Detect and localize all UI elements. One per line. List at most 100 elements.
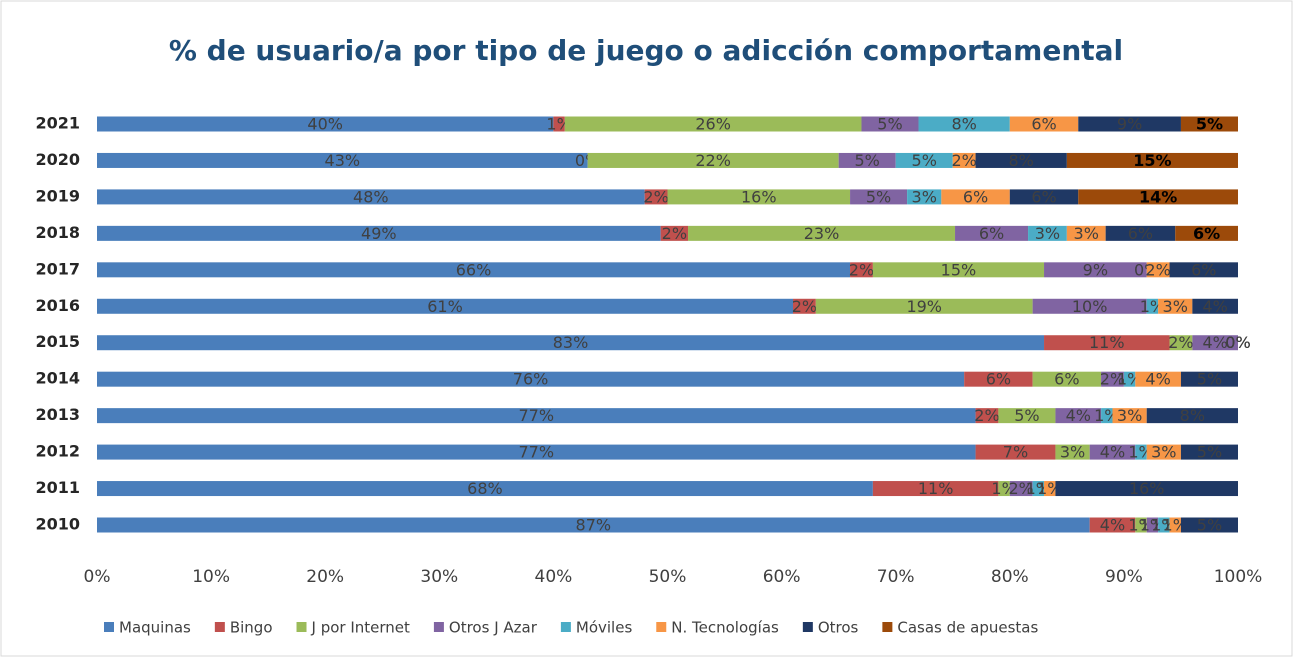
data-label: 15%: [1133, 151, 1171, 170]
bar-segment: [1066, 225, 1106, 241]
bar-segment: [1192, 298, 1238, 314]
y-tick-label: 2019: [35, 186, 80, 205]
data-label: 76%: [513, 370, 549, 389]
bar-segment: [1055, 408, 1102, 424]
legend-label: N. Tecnologías: [671, 619, 779, 637]
bar-segment: [97, 408, 976, 424]
data-label: 5%: [1196, 115, 1223, 134]
x-tick-label: 100%: [1214, 567, 1263, 587]
y-tick-label: 2016: [35, 296, 80, 315]
data-label: 11%: [918, 479, 954, 498]
x-tick-label: 90%: [1105, 567, 1143, 587]
data-label: 2%: [643, 187, 668, 206]
data-label: 26%: [695, 115, 731, 134]
data-label: 19%: [906, 297, 942, 316]
bar-segment: [1044, 481, 1056, 497]
data-label: 2%: [1168, 333, 1193, 352]
data-label: 3%: [912, 187, 937, 206]
data-label: 5%: [912, 151, 937, 170]
bar-segment: [998, 408, 1056, 424]
data-label: 8%: [1180, 406, 1205, 425]
bar-segment: [861, 116, 919, 132]
y-tick-label: 2018: [35, 223, 80, 242]
data-label: 5%: [877, 115, 902, 134]
x-tick-label: 10%: [192, 567, 230, 587]
bar-segment: [1009, 189, 1079, 205]
bar-segment: [895, 152, 953, 168]
bar-segment: [1146, 298, 1159, 314]
bar-segment: [97, 371, 965, 387]
bar-segment: [1032, 481, 1045, 497]
y-tick-label: 2017: [35, 259, 80, 278]
bar-segment: [975, 152, 1067, 168]
bar-segment: [918, 116, 1010, 132]
legend-label: Bingo: [230, 619, 273, 637]
bar-segment: [1180, 371, 1238, 387]
data-label: 49%: [361, 224, 397, 243]
x-tick-label: 80%: [991, 567, 1029, 587]
data-label: 5%: [866, 187, 891, 206]
bar-segment: [1112, 408, 1147, 424]
bar-segment: [97, 116, 554, 132]
legend-swatch: [560, 622, 571, 632]
data-label: 6%: [1054, 370, 1079, 389]
legend-swatch: [433, 622, 444, 632]
data-label: 16%: [1129, 479, 1165, 498]
bar-segment: [1032, 371, 1102, 387]
bar-segment: [1066, 152, 1238, 168]
bar-segment: [1158, 298, 1193, 314]
data-label: 6%: [1031, 115, 1056, 134]
data-label: 2%: [849, 260, 874, 279]
bar-segment: [1089, 444, 1136, 460]
bar-segment: [1146, 444, 1181, 460]
bar-segment: [1044, 335, 1170, 351]
data-label: 14%: [1139, 187, 1177, 206]
bar-segment: [1146, 262, 1170, 278]
y-tick-label: 2010: [35, 515, 80, 534]
bar-segment: [850, 189, 908, 205]
bar-segment: [998, 481, 1010, 497]
bar-segment: [1169, 335, 1193, 351]
bar-segment: [964, 371, 1033, 387]
bar-segment: [1078, 189, 1238, 205]
bar-segment: [872, 262, 1045, 278]
legend-swatch: [802, 622, 813, 632]
data-label: 5%: [1197, 516, 1222, 535]
bar-segment: [97, 444, 976, 460]
legend-swatch: [656, 622, 667, 632]
x-tick-label: 70%: [877, 567, 915, 587]
legend-label: J por Internet: [311, 619, 411, 637]
bar-segment: [1044, 262, 1147, 278]
y-tick-label: 2012: [35, 442, 80, 461]
bar-segment: [97, 189, 645, 205]
legend-label: Otros J Azar: [449, 619, 538, 637]
data-label: 0%: [1225, 333, 1250, 352]
data-label: 4%: [1066, 406, 1091, 425]
bar-segment: [97, 262, 851, 278]
data-label: 5%: [854, 151, 879, 170]
data-label: 68%: [467, 479, 503, 498]
bar-segment: [1135, 371, 1181, 387]
bar-segment: [97, 335, 1045, 351]
data-label: 11%: [1089, 333, 1125, 352]
data-label: 4%: [1100, 516, 1125, 535]
bar-segment: [564, 116, 862, 132]
bar-segment: [644, 189, 668, 205]
data-label: 0%: [1225, 333, 1250, 352]
data-label: 6%: [986, 370, 1011, 389]
data-label: 8%: [1009, 151, 1034, 170]
bar-segment: [97, 517, 1090, 533]
data-label: 6%: [1193, 224, 1220, 243]
data-label: 2%: [951, 151, 976, 170]
data-label: 43%: [325, 151, 361, 170]
data-label: 22%: [695, 151, 731, 170]
legend-label: Móviles: [576, 619, 633, 637]
bar-segment: [941, 189, 1010, 205]
bar-segment: [97, 152, 588, 168]
data-label: 6%: [979, 224, 1004, 243]
bar-segment: [1078, 116, 1181, 132]
data-label: 2%: [1145, 260, 1170, 279]
data-label: 9%: [1117, 115, 1142, 134]
data-label: 4%: [1202, 333, 1227, 352]
data-label: 3%: [1074, 224, 1099, 243]
